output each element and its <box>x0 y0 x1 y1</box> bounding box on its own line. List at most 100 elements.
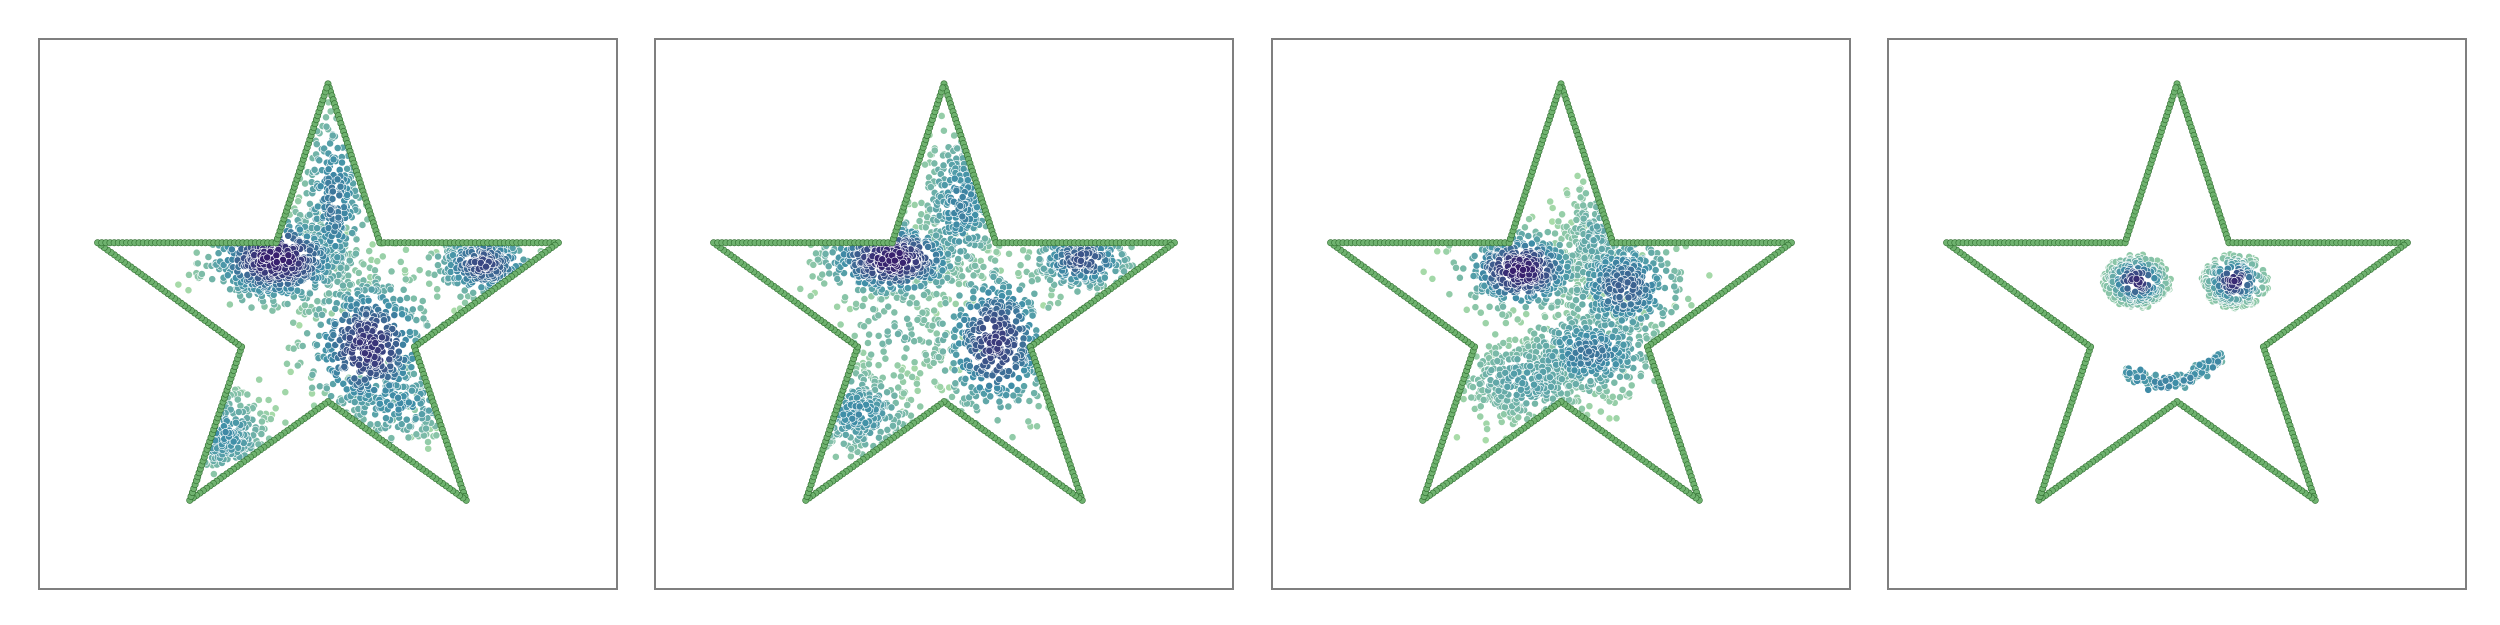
sample-point <box>327 392 335 400</box>
sample-point <box>258 417 266 426</box>
sample-point <box>847 444 856 453</box>
sample-point <box>1558 210 1566 219</box>
sample-point <box>1419 267 1428 276</box>
sample-point <box>934 353 943 362</box>
sample-point <box>938 266 947 275</box>
sample-point <box>399 340 407 349</box>
sample-point <box>226 300 234 309</box>
sample-point <box>1582 189 1590 198</box>
sample-point <box>407 363 416 371</box>
sample-point <box>174 280 183 289</box>
sample-point <box>355 361 363 369</box>
sample-point <box>1012 317 1020 326</box>
sample-point <box>371 339 380 347</box>
sample-point <box>1551 229 1559 238</box>
sample-point <box>1054 299 1062 307</box>
sample-point <box>950 333 959 341</box>
sample-point <box>943 273 952 282</box>
sample-point <box>969 287 978 296</box>
sample-point <box>380 316 388 324</box>
sample-point <box>930 146 939 155</box>
sample-point <box>874 311 883 320</box>
sample-point <box>912 299 921 308</box>
sample-point <box>893 361 902 370</box>
sample-point <box>370 386 379 394</box>
sample-point <box>1499 339 1508 347</box>
sample-point <box>306 289 314 298</box>
scatter-panel-2 <box>654 38 1234 590</box>
sample-point <box>482 262 490 271</box>
sample-point <box>403 294 411 302</box>
sample-point <box>985 382 994 390</box>
sample-point <box>221 428 230 436</box>
sample-point <box>875 433 883 442</box>
sample-point <box>995 339 1003 348</box>
sample-point <box>394 405 403 414</box>
sample-point <box>818 270 827 279</box>
sample-point <box>973 302 982 311</box>
sample-point <box>969 271 978 280</box>
sample-point <box>283 359 291 368</box>
sample-point <box>301 179 309 188</box>
sample-point <box>1546 197 1555 206</box>
sample-point <box>329 331 338 339</box>
sample-point <box>903 401 912 409</box>
sample-point <box>854 410 863 419</box>
sample-point <box>364 296 373 305</box>
sample-point <box>890 308 899 317</box>
sample-point <box>398 310 406 319</box>
sample-point <box>828 248 837 257</box>
sample-point <box>1627 381 1636 390</box>
sample-point <box>874 361 883 369</box>
sample-point <box>949 359 958 368</box>
sample-point <box>338 158 346 167</box>
sample-point <box>940 126 948 135</box>
sample-point <box>975 383 984 392</box>
sample-point <box>328 195 337 203</box>
sample-point <box>969 294 978 302</box>
sample-point <box>416 304 425 313</box>
sample-point <box>1006 327 1015 335</box>
sample-point <box>1483 425 1491 433</box>
sample-point <box>985 346 994 355</box>
sample-point <box>358 221 367 229</box>
sample-point <box>862 400 870 409</box>
sample-point <box>368 240 377 249</box>
sample-point <box>841 293 849 302</box>
sample-point <box>921 223 930 232</box>
sample-point <box>387 348 395 357</box>
sample-point <box>394 347 403 356</box>
sample-point <box>359 260 368 269</box>
sample-point <box>1625 389 1634 398</box>
sample-point <box>331 304 340 313</box>
sample-point <box>1462 305 1471 314</box>
sample-point <box>984 288 993 297</box>
sample-point <box>901 333 910 342</box>
sample-point <box>193 259 202 268</box>
sample-point <box>983 314 991 323</box>
sample-point <box>913 386 922 395</box>
sample-point <box>979 324 987 332</box>
sample-point <box>960 315 969 324</box>
sample-point <box>432 431 441 440</box>
sample-point <box>1028 311 1037 320</box>
sample-point <box>418 410 426 419</box>
sample-point <box>1030 289 1039 298</box>
sample-point <box>306 200 314 208</box>
sample-point <box>271 404 280 413</box>
sample-point <box>272 258 281 267</box>
sample-point <box>1608 392 1617 401</box>
sample-point <box>232 418 240 427</box>
sample-point <box>1018 340 1027 349</box>
sample-point <box>1014 396 1023 405</box>
sample-point <box>326 206 335 214</box>
sample-point <box>208 275 217 284</box>
sample-point <box>939 161 948 170</box>
sample-point <box>1039 264 1048 273</box>
sample-point <box>1563 189 1572 198</box>
sample-point <box>992 248 1001 256</box>
sample-point <box>348 229 357 237</box>
sample-point <box>283 300 292 308</box>
sample-point <box>1616 393 1624 402</box>
